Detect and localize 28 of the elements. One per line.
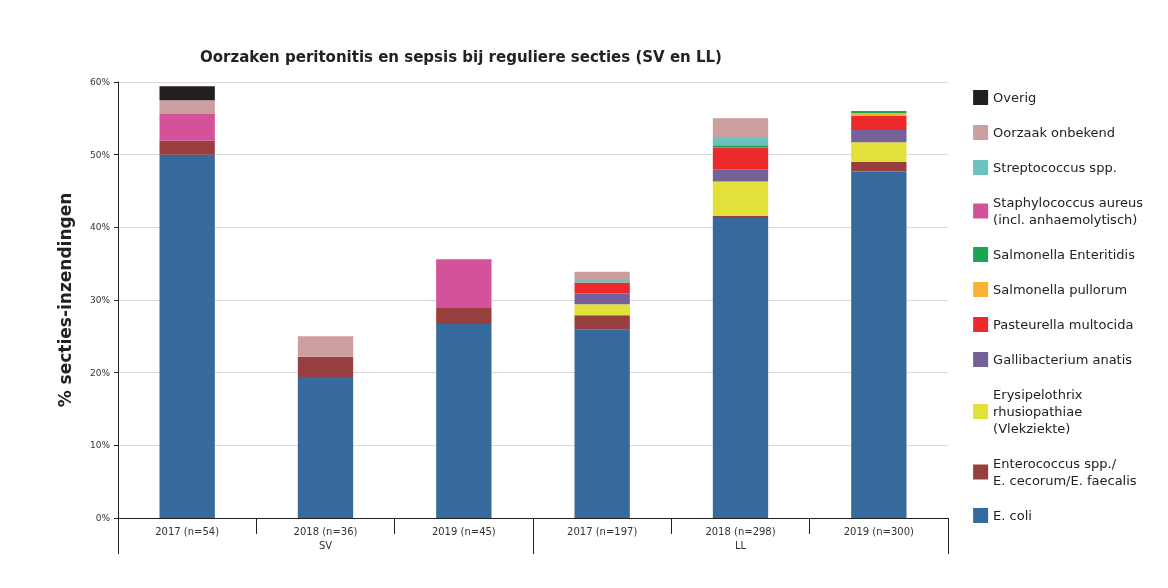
y-tick-label: 10% (89, 440, 111, 451)
chart-title: Oorzaken peritonitis en sepsis bij reguliere secties (SV en LL) (200, 47, 722, 66)
legend-label: Oorzaak onbekend (993, 125, 1116, 140)
y-tick-label: 20% (89, 367, 111, 378)
x-tick-label: 2018 (n=298) (705, 525, 776, 537)
legend-label: E. coli (993, 508, 1032, 523)
y-axis-title: % secties-inzendingen (54, 192, 75, 408)
x-tick-label: 2017 (n=54) (155, 525, 220, 537)
x-tick-label: 2018 (n=36) (293, 525, 358, 537)
text: LL (734, 539, 747, 551)
legend-label: Erysipelothrix rhusiopathiae (Vlekziekte) (993, 387, 1083, 436)
y-tick-label: 0% (95, 513, 111, 523)
y-tick-label: 30% (89, 295, 111, 305)
x-tick-label: 2019 (n=45) (431, 525, 496, 537)
y-tick-label: 40% (89, 222, 111, 233)
y-tick-label: 60% (89, 77, 111, 87)
legend-label: Enterococcus spp./ E. cecorum/E. faecalis (993, 456, 1137, 488)
legend-label: Streptococcus spp. (993, 160, 1117, 175)
y-tick-label: 50% (89, 149, 111, 160)
x-tick-label: 2019 (n=300) (843, 525, 915, 537)
text: SV (318, 539, 333, 551)
legend-label: Pasteurella multocida (993, 317, 1134, 332)
legend-label: Staphylococcus aureus (incl. anhaemolytisch) (993, 195, 1144, 227)
legend-label: Gallibacterium anatis (993, 352, 1133, 367)
legend-label: Salmonella Enteritidis (993, 247, 1136, 262)
legend-label: Salmonella pullorum (993, 282, 1128, 297)
x-tick-label: 2017 (n=197) (567, 525, 638, 537)
legend-label: Overig (993, 90, 1037, 105)
